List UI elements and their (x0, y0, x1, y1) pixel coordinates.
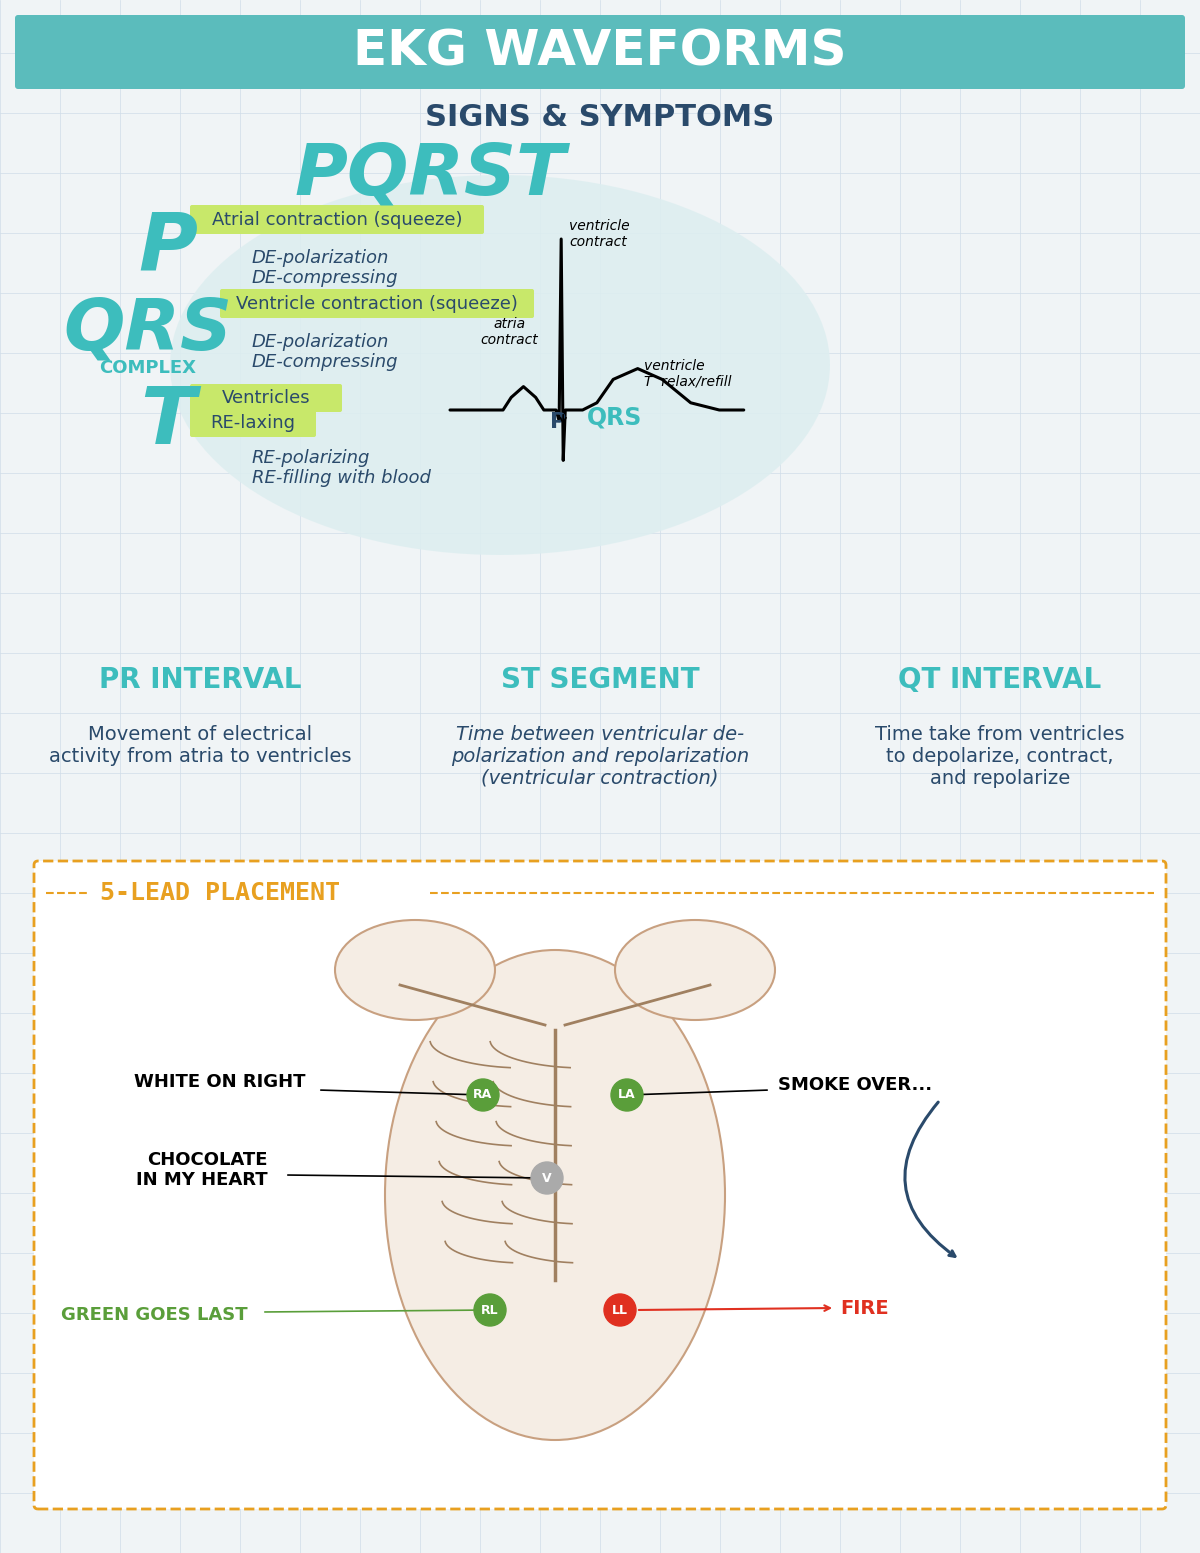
Text: Time take from ventricles
to depolarize, contract,
and repolarize: Time take from ventricles to depolarize,… (875, 725, 1124, 787)
Text: SIGNS & SYMPTOMS: SIGNS & SYMPTOMS (425, 104, 775, 132)
Text: LL: LL (612, 1303, 628, 1317)
Text: QT INTERVAL: QT INTERVAL (899, 666, 1102, 694)
Ellipse shape (385, 950, 725, 1440)
Circle shape (611, 1079, 643, 1110)
Circle shape (474, 1294, 506, 1326)
Text: Atrial contraction (squeeze): Atrial contraction (squeeze) (211, 211, 462, 228)
Text: COMPLEX: COMPLEX (100, 359, 197, 377)
Text: atria
contract: atria contract (480, 317, 538, 348)
Text: RE-laxing: RE-laxing (210, 415, 295, 432)
Text: FIRE: FIRE (840, 1298, 889, 1317)
Circle shape (530, 1162, 563, 1194)
Text: ventricle
contract: ventricle contract (569, 219, 630, 248)
FancyBboxPatch shape (190, 205, 484, 235)
Text: Ventricle contraction (squeeze): Ventricle contraction (squeeze) (236, 295, 518, 314)
Ellipse shape (170, 175, 830, 554)
Text: LA: LA (618, 1089, 636, 1101)
Text: DE-compressing: DE-compressing (252, 353, 398, 371)
Text: RE-polarizing: RE-polarizing (252, 449, 371, 467)
FancyBboxPatch shape (34, 860, 1166, 1510)
Text: Time between ventricular de-
polarization and repolarization
(ventricular contra: Time between ventricular de- polarizatio… (451, 725, 749, 787)
Text: WHITE ON RIGHT: WHITE ON RIGHT (133, 1073, 305, 1092)
Text: Movement of electrical
activity from atria to ventricles: Movement of electrical activity from atr… (49, 725, 352, 766)
FancyBboxPatch shape (220, 289, 534, 318)
Text: SMOKE OVER...: SMOKE OVER... (778, 1076, 932, 1093)
Text: Ventricles: Ventricles (222, 388, 311, 407)
Text: T: T (140, 384, 196, 461)
Text: CHOCOLATE
IN MY HEART: CHOCOLATE IN MY HEART (137, 1151, 268, 1190)
FancyBboxPatch shape (14, 16, 1186, 89)
Text: P: P (550, 412, 566, 432)
Text: DE-polarization: DE-polarization (252, 332, 389, 351)
Text: RL: RL (481, 1303, 499, 1317)
FancyBboxPatch shape (190, 384, 342, 412)
Text: QRS: QRS (587, 405, 642, 430)
Text: ST SEGMENT: ST SEGMENT (500, 666, 700, 694)
Text: RE-filling with blood: RE-filling with blood (252, 469, 431, 488)
FancyBboxPatch shape (190, 408, 316, 436)
Text: DE-polarization: DE-polarization (252, 248, 389, 267)
Text: PQRST: PQRST (294, 140, 565, 210)
Text: DE-compressing: DE-compressing (252, 269, 398, 287)
Text: ventricle
T  relax/refill: ventricle T relax/refill (643, 359, 731, 388)
Text: PR INTERVAL: PR INTERVAL (98, 666, 301, 694)
Ellipse shape (616, 919, 775, 1020)
Circle shape (467, 1079, 499, 1110)
Text: RA: RA (473, 1089, 493, 1101)
Text: P: P (138, 210, 198, 287)
Text: EKG WAVEFORMS: EKG WAVEFORMS (353, 28, 847, 76)
Text: V: V (542, 1171, 552, 1185)
Text: GREEN GOES LAST: GREEN GOES LAST (61, 1306, 248, 1325)
Text: 5-LEAD PLACEMENT: 5-LEAD PLACEMENT (100, 881, 340, 905)
Text: QRS: QRS (64, 295, 233, 365)
Ellipse shape (335, 919, 496, 1020)
Circle shape (604, 1294, 636, 1326)
